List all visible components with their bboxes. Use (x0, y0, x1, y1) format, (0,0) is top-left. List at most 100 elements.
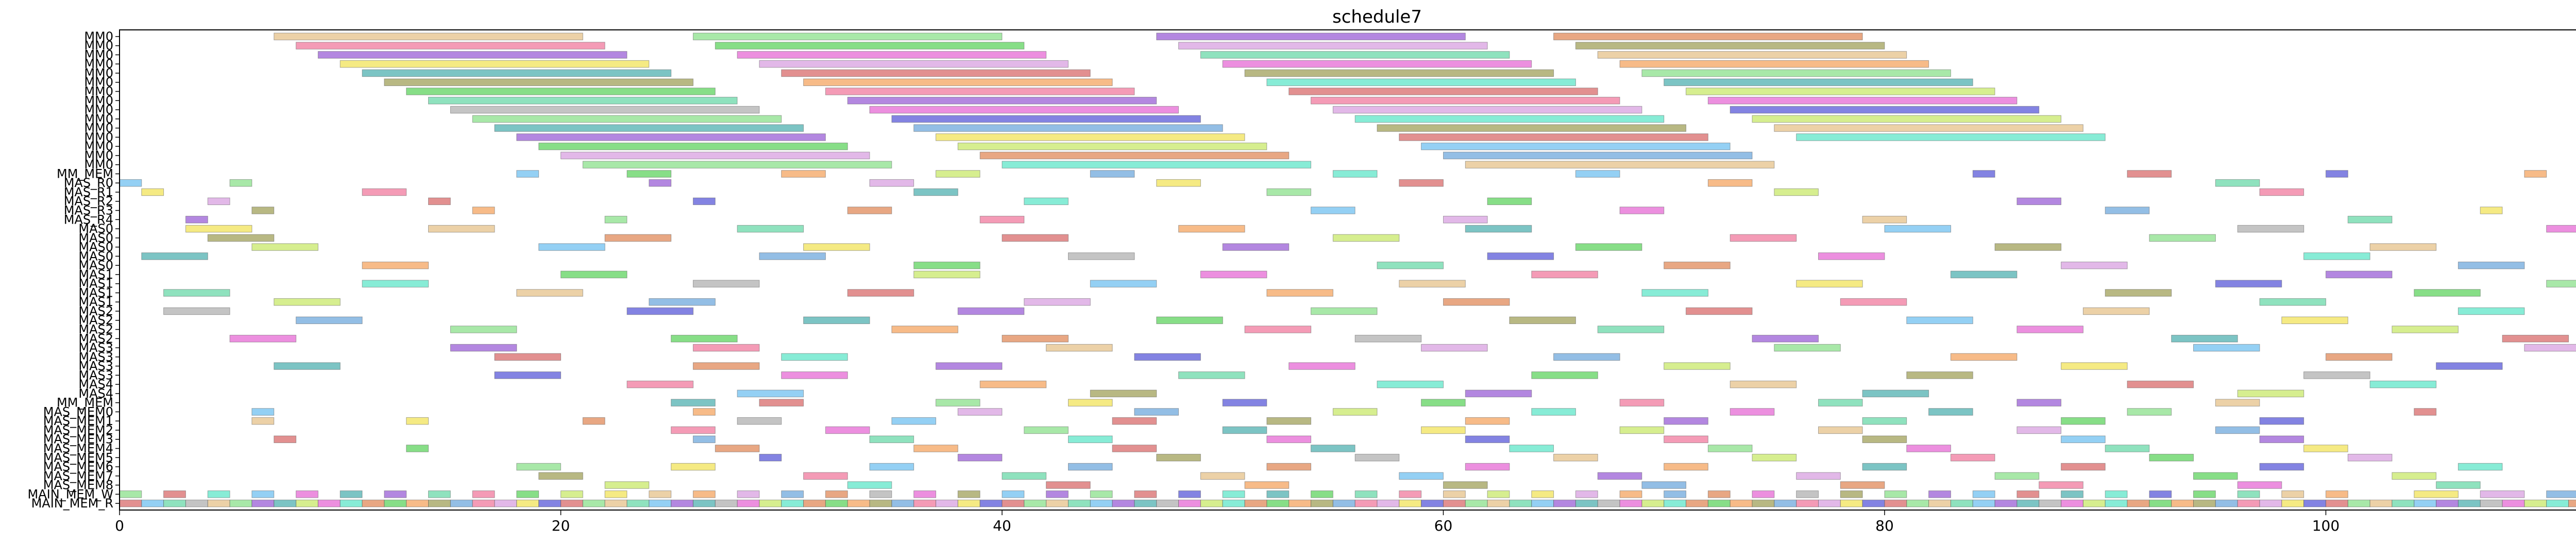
y-tick-label: MAS_MEM0 (43, 404, 113, 419)
y-tick-label: MAIN_MEM_R (31, 496, 113, 511)
task-bar (251, 490, 275, 498)
y-tick-label: MAS2 (78, 323, 113, 337)
task-bar (1046, 490, 1069, 498)
task-bar (1443, 216, 1488, 224)
task-bar (1443, 490, 1466, 498)
task-bar (296, 316, 363, 324)
task-bar (2458, 261, 2525, 269)
task-bar (671, 399, 716, 406)
task-bar (692, 32, 1003, 41)
task-bar (781, 353, 848, 361)
task-bar (1354, 490, 1378, 498)
task-bar (1796, 133, 2106, 141)
task-bar (1354, 335, 1422, 343)
task-bar (1531, 270, 1598, 279)
task-bar (538, 142, 848, 150)
task-bar (2326, 170, 2348, 178)
task-bar (1664, 499, 1686, 507)
task-bar (428, 197, 451, 205)
task-bar (1752, 335, 1819, 343)
task-bar (1266, 499, 1290, 507)
task-bar (671, 463, 716, 471)
task-bar (2105, 499, 2128, 507)
task-bar (1487, 197, 1532, 205)
task-bar (163, 307, 230, 315)
task-bar (759, 399, 804, 406)
task-bar (1774, 124, 2083, 132)
task-bar (2193, 344, 2260, 352)
task-bar (2237, 481, 2282, 489)
task-bar (1906, 499, 1929, 507)
task-bar (692, 362, 760, 370)
task-bar (2392, 472, 2436, 480)
task-bar (2259, 417, 2304, 425)
task-bar (2524, 499, 2547, 507)
task-bar (450, 344, 517, 352)
task-bar (2016, 490, 2040, 498)
task-bar (2171, 499, 2194, 507)
task-bar (1289, 362, 1355, 370)
task-bar (1002, 161, 1311, 168)
task-bar (1134, 490, 1157, 498)
task-bar (936, 499, 958, 507)
y-tick-label: MM0 (84, 139, 113, 154)
task-bar (450, 326, 517, 333)
task-bar (1619, 426, 1665, 434)
task-bar (604, 490, 628, 498)
task-bar (1222, 499, 1245, 507)
task-bar (1311, 307, 1378, 315)
task-bar (737, 51, 1047, 59)
task-bar (1818, 499, 1841, 507)
task-bar (1774, 188, 1819, 196)
task-bar (1156, 316, 1223, 324)
task-bar (2259, 435, 2304, 443)
task-bar (2303, 371, 2370, 379)
x-tick-label: 60 (1434, 517, 1453, 534)
task-bar (869, 499, 892, 507)
task-bar (1619, 499, 1642, 507)
task-bar (1664, 435, 1708, 443)
task-bar (516, 133, 826, 141)
task-bar (1730, 380, 1797, 388)
task-bar (891, 499, 914, 507)
task-bar (1509, 445, 1554, 452)
task-bar (2281, 499, 2304, 507)
task-bar (913, 445, 958, 452)
task-bar (1421, 344, 1488, 352)
task-bar (847, 289, 914, 297)
task-bar (649, 179, 672, 187)
task-bar (1730, 499, 1753, 507)
task-bar (516, 463, 561, 471)
y-tick-label: MAS3 (78, 350, 113, 364)
x-tick-label: 40 (993, 517, 1011, 534)
task-bar (2347, 216, 2393, 224)
task-bar (251, 417, 275, 425)
task-bar (1178, 42, 1488, 49)
task-bar (561, 490, 583, 498)
task-bar (1950, 499, 1973, 507)
task-bar (869, 106, 1179, 114)
task-bar (737, 389, 804, 398)
task-bar (2436, 481, 2481, 489)
task-bar (891, 417, 937, 425)
task-bar (1730, 234, 1797, 242)
task-bar (1002, 490, 1025, 498)
task-bar (229, 179, 252, 187)
task-bar (1707, 490, 1731, 498)
task-bar (494, 353, 561, 361)
task-bar (1774, 344, 1841, 352)
task-bar (957, 408, 1003, 416)
task-bar (957, 454, 1003, 462)
task-bar (1487, 490, 1510, 498)
task-bar (1509, 316, 1576, 324)
task-bar (1332, 234, 1400, 242)
task-bar (274, 298, 341, 306)
task-bar (1553, 32, 1863, 41)
y-tick-label: MAS1 (78, 295, 113, 309)
x-tick-label: 100 (2312, 517, 2340, 534)
task-bar (1222, 399, 1267, 406)
task-bar (251, 207, 275, 214)
task-bar (869, 179, 914, 187)
y-tick-label: MAS4 (78, 386, 113, 401)
task-bar (2215, 399, 2260, 406)
